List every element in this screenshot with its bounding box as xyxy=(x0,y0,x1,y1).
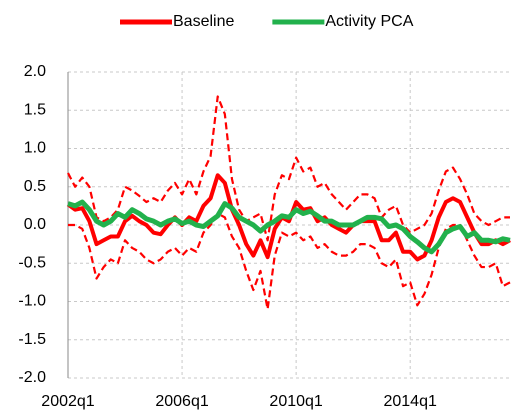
series-line xyxy=(67,199,511,255)
x-tick-label: 2014q1 xyxy=(383,393,436,410)
x-tick-label: 2010q1 xyxy=(269,393,322,410)
band-line xyxy=(67,95,510,242)
y-tick-label: 2.0 xyxy=(24,63,46,80)
x-tick-label: 2006q1 xyxy=(155,393,208,410)
series-line xyxy=(66,173,511,262)
y-tick-label: -1.5 xyxy=(18,331,46,348)
y-tick-label: -2.0 xyxy=(18,369,46,386)
legend-label: Activity PCA xyxy=(325,13,413,30)
y-tick-label: -0.5 xyxy=(18,254,46,271)
y-tick-label: -1.0 xyxy=(18,293,46,310)
y-tick-label: 1.0 xyxy=(24,140,46,157)
y-tick-label: 0.5 xyxy=(24,178,46,195)
band-line xyxy=(68,212,511,311)
y-tick-label: 1.5 xyxy=(24,101,46,118)
y-tick-label: 0.0 xyxy=(24,216,46,233)
x-tick-label: 2002q1 xyxy=(41,393,94,410)
legend-label: Baseline xyxy=(173,13,234,30)
